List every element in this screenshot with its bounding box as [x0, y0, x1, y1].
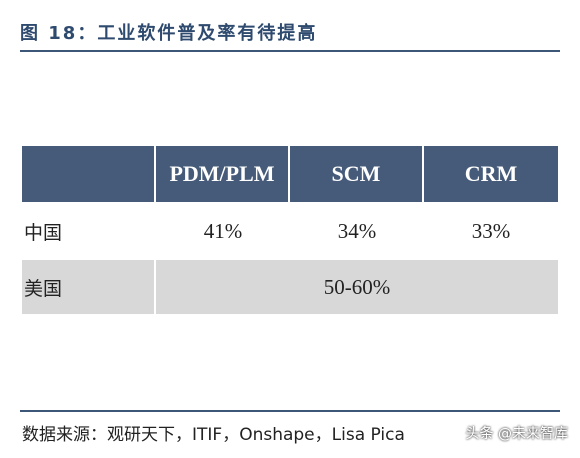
header-cell-crm: CRM [424, 146, 558, 202]
header-cell-scm: SCM [290, 146, 424, 202]
row-label-china: 中国 [24, 221, 63, 244]
table-row-china: 中国 41% 34% 33% [22, 202, 558, 260]
header-cell-pdm-plm: PDM/PLM [156, 146, 290, 202]
source-note: 数据来源：观研天下，ITIF，Onshape，Lisa Pica [22, 425, 405, 445]
source-divider [20, 410, 560, 412]
watermark: 头条 @未来智库 [465, 426, 568, 442]
title-divider [20, 50, 560, 52]
figure-title: 图 18：工业软件普及率有待提高 [20, 23, 318, 44]
cell-china-crm: 33% [471, 218, 511, 243]
adoption-table: PDM/PLM SCM CRM 中国 41% 34% 33% 美国 50-60% [22, 146, 558, 314]
cell-usa-merged: 50-60% [323, 274, 391, 299]
table-header-row: PDM/PLM SCM CRM [22, 146, 558, 202]
table-row-usa: 美国 50-60% [22, 260, 558, 314]
cell-china-pdm-plm: 41% [203, 218, 243, 243]
cell-china-scm: 34% [337, 218, 377, 243]
row-label-usa: 美国 [22, 260, 156, 314]
header-cell-empty [22, 146, 156, 202]
